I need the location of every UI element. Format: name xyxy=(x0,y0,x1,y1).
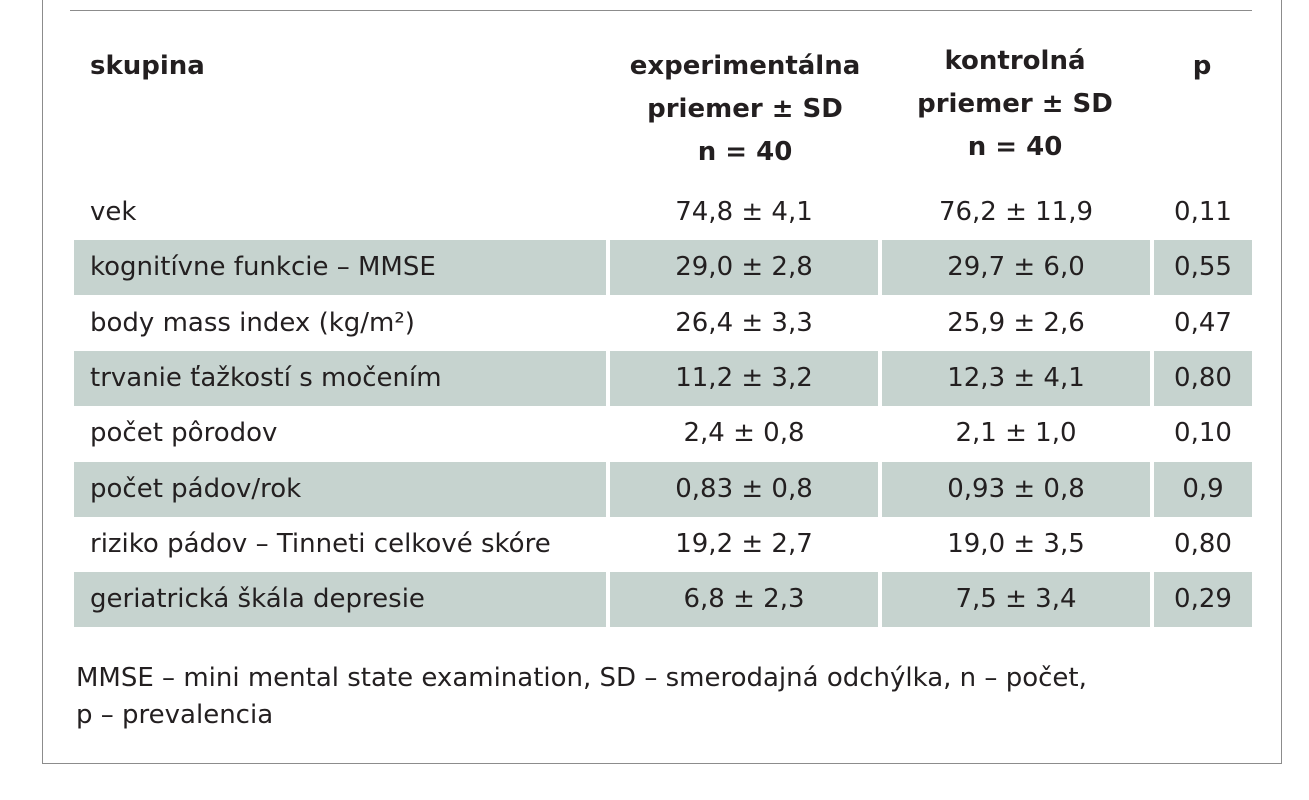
cell-group: geriatrická škála depresie xyxy=(74,572,606,628)
cell-control: 76,2 ± 11,9 xyxy=(938,197,1094,227)
cell-control: 0,93 ± 0,8 xyxy=(882,461,1150,517)
cell-experimental: 19,2 ± 2,7 xyxy=(675,528,813,559)
header-experimental-line: experimentálna xyxy=(629,51,861,81)
cell-experimental: 74,8 ± 4,1 xyxy=(675,197,813,227)
cell-group: trvanie ťažkostí s močením xyxy=(74,350,606,406)
header-experimental-line: n = 40 xyxy=(697,137,793,167)
cell-control: 25,9 ± 2,6 xyxy=(947,307,1085,338)
cell-control: 2,1 ± 1,0 xyxy=(955,418,1077,449)
header-control: kontrolná priemer ± SD n = 40 xyxy=(900,40,1130,169)
cell-group: body mass index (kg/m²) xyxy=(90,307,415,338)
table-row: kognitívne funkcie – MMSE 29,0 ± 2,8 29,7 … xyxy=(74,240,1252,296)
cell-control: 7,5 ± 3,4 xyxy=(882,572,1150,628)
cell-p: 0,10 xyxy=(1174,418,1232,449)
header-control-line: n = 40 xyxy=(967,132,1063,162)
cell-control: 29,7 ± 6,0 xyxy=(882,240,1150,296)
cell-p: 0,29 xyxy=(1154,572,1252,628)
cell-experimental: 11,2 ± 3,2 xyxy=(610,350,878,406)
table-row: body mass index (kg/m²) 26,4 ± 3,3 25,9 ± … xyxy=(74,296,1252,351)
footnote-line: MMSE – mini mental state examination, SD… xyxy=(76,663,1087,693)
cell-group: riziko pádov – Tinneti celkové skóre xyxy=(90,528,551,559)
cell-p: 0,80 xyxy=(1174,528,1232,559)
cell-p: 0,9 xyxy=(1154,461,1252,517)
cell-experimental: 26,4 ± 3,3 xyxy=(675,307,813,338)
cell-p: 0,55 xyxy=(1154,240,1252,296)
table-row: počet pôrodov 2,4 ± 0,8 2,1 ± 1,0 0,10 xyxy=(74,406,1252,461)
cell-p: 0,80 xyxy=(1154,350,1252,406)
header-p: p xyxy=(1192,51,1212,81)
header-control-line: kontrolná xyxy=(944,46,1086,76)
cell-group: počet pôrodov xyxy=(90,418,278,449)
cell-group: vek xyxy=(90,197,137,227)
cell-experimental: 29,0 ± 2,8 xyxy=(610,240,878,296)
table-row: vek 74,8 ± 4,1 76,2 ± 11,9 0,11 xyxy=(74,185,1252,240)
cell-p: 0,11 xyxy=(1174,197,1232,227)
header-group: skupina xyxy=(90,51,205,81)
cell-control: 12,3 ± 4,1 xyxy=(882,350,1150,406)
top-rule xyxy=(70,10,1252,11)
cell-group: kognitívne funkcie – MMSE xyxy=(74,240,606,296)
footnote-line: p – prevalencia xyxy=(76,700,274,730)
cell-p: 0,47 xyxy=(1174,307,1232,338)
table-row: počet pádov/rok 0,83 ± 0,8 0,93 ± 0,8 0,9 xyxy=(74,461,1252,517)
cell-experimental: 6,8 ± 2,3 xyxy=(610,572,878,628)
header-control-line: priemer ± SD xyxy=(917,89,1113,119)
table-row: riziko pádov – Tinneti celkové skóre 19,2… xyxy=(74,517,1252,572)
cell-group: počet pádov/rok xyxy=(74,461,606,517)
cell-control: 19,0 ± 3,5 xyxy=(947,528,1085,559)
header-experimental-line: priemer ± SD xyxy=(647,94,843,124)
cell-experimental: 2,4 ± 0,8 xyxy=(683,418,805,449)
header-experimental: experimentálna priemer ± SD n = 40 xyxy=(620,45,870,174)
table-row: trvanie ťažkostí s močením 11,2 ± 3,2 12,3… xyxy=(74,350,1252,406)
footnote: MMSE – mini mental state examination, SD… xyxy=(76,660,1256,734)
table-row: geriatrická škála depresie 6,8 ± 2,3 7,5 ±… xyxy=(74,572,1252,628)
table-frame xyxy=(42,0,1282,764)
cell-experimental: 0,83 ± 0,8 xyxy=(610,461,878,517)
